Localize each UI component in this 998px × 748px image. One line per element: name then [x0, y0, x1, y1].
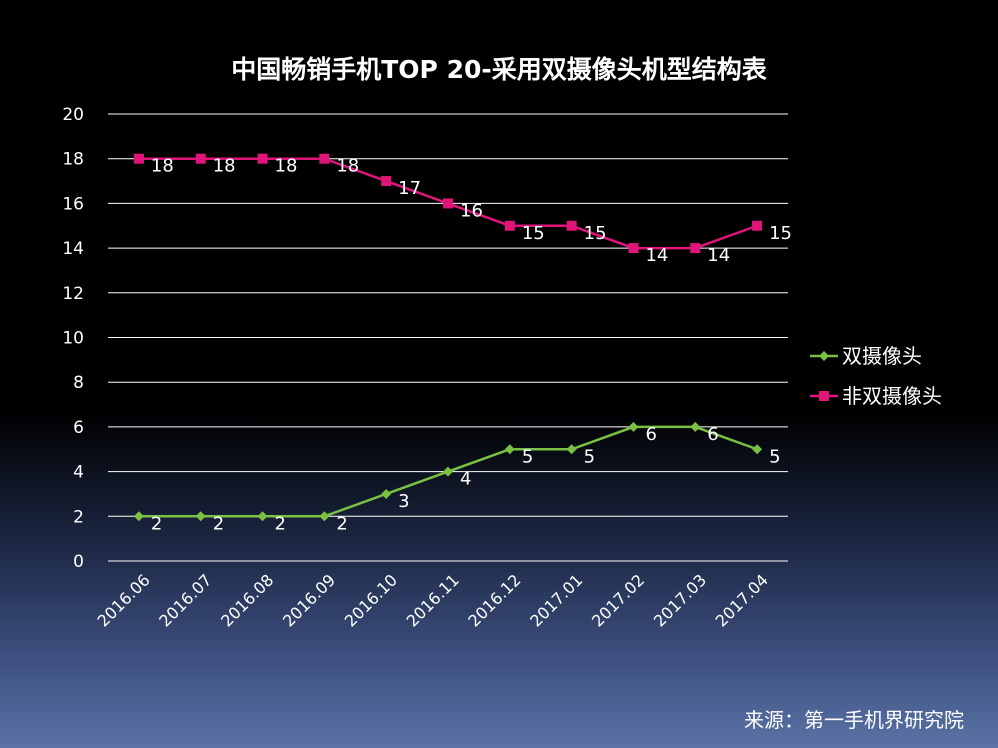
x-tick-label: 2017.04 — [712, 570, 772, 630]
data-point — [443, 466, 453, 477]
data-label: 15 — [584, 223, 607, 244]
data-point — [690, 421, 701, 432]
data-point — [381, 176, 392, 187]
legend-marker — [819, 351, 829, 361]
data-point — [504, 220, 515, 231]
data-label: 18 — [151, 156, 174, 177]
x-tick-label: 2016.11 — [403, 570, 463, 630]
y-tick-label: 20 — [62, 105, 84, 125]
data-label: 4 — [460, 469, 471, 490]
legend-marker — [819, 391, 829, 401]
y-tick-label: 6 — [73, 418, 84, 438]
x-tick-label: 2017.02 — [588, 570, 648, 630]
legend-label: 双摄像头 — [842, 344, 922, 368]
data-label: 2 — [151, 513, 162, 534]
y-tick-label: 10 — [62, 329, 84, 349]
x-tick-label: 2016.07 — [155, 570, 215, 630]
y-tick-label: 4 — [73, 463, 84, 483]
data-point — [195, 153, 206, 164]
data-label: 2 — [213, 513, 224, 534]
data-label: 5 — [522, 446, 533, 467]
x-tick-label: 2016.09 — [279, 570, 339, 630]
x-tick-label: 2017.01 — [526, 570, 586, 630]
data-label: 5 — [584, 446, 595, 467]
x-tick-label: 2016.10 — [341, 570, 401, 630]
data-label: 15 — [769, 223, 792, 244]
source-note: 来源：第一手机界研究院 — [744, 708, 964, 732]
data-label: 2 — [275, 513, 286, 534]
y-tick-label: 0 — [73, 552, 84, 572]
data-point — [628, 243, 639, 254]
data-point — [504, 444, 515, 455]
data-point — [443, 198, 453, 209]
data-point — [133, 511, 144, 522]
data-point — [133, 153, 144, 164]
data-label: 6 — [707, 424, 718, 445]
data-point — [381, 488, 392, 499]
x-tick-label: 2016.06 — [94, 570, 154, 630]
data-point — [257, 153, 268, 164]
data-label: 5 — [769, 446, 780, 467]
y-tick-label: 12 — [62, 284, 84, 304]
data-point — [319, 511, 330, 522]
data-label: 14 — [645, 245, 668, 266]
chart-title: 中国畅销手机TOP 20-采用双摄像头机型结构表 — [231, 55, 767, 84]
data-point — [752, 220, 763, 231]
data-label: 18 — [213, 156, 236, 177]
data-label: 14 — [707, 245, 730, 266]
data-point — [566, 220, 577, 231]
y-tick-label: 8 — [73, 373, 84, 393]
data-label: 18 — [336, 156, 359, 177]
y-tick-label: 18 — [62, 150, 84, 170]
data-point — [257, 511, 268, 522]
x-tick-label: 2017.03 — [650, 570, 710, 630]
x-tick-label: 2016.12 — [464, 570, 524, 630]
data-label: 18 — [275, 156, 298, 177]
y-tick-label: 16 — [62, 194, 84, 214]
data-point — [690, 243, 701, 254]
data-label: 6 — [645, 424, 656, 445]
data-label: 16 — [460, 200, 483, 221]
data-point — [566, 444, 577, 455]
data-point — [195, 511, 206, 522]
data-label: 2 — [336, 513, 347, 534]
y-tick-label: 14 — [62, 239, 84, 259]
x-tick-label: 2016.08 — [217, 570, 277, 630]
data-point — [319, 153, 330, 164]
legend-label: 非双摄像头 — [842, 384, 942, 408]
data-label: 3 — [398, 491, 409, 512]
y-tick-label: 2 — [73, 507, 84, 527]
data-point — [628, 421, 639, 432]
data-label: 17 — [398, 178, 421, 199]
data-point — [752, 444, 763, 455]
data-label: 15 — [522, 223, 545, 244]
